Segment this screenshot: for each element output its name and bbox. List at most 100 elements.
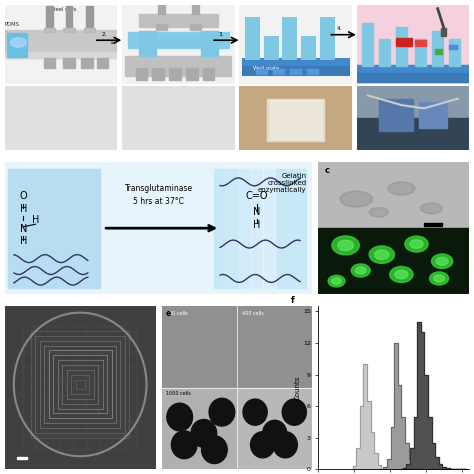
Text: H: H <box>32 215 39 225</box>
Bar <box>319 162 469 228</box>
Bar <box>282 17 297 60</box>
Bar <box>273 69 284 74</box>
Bar <box>237 306 312 388</box>
Circle shape <box>263 420 287 447</box>
Ellipse shape <box>10 38 26 47</box>
Text: N: N <box>253 207 261 217</box>
Bar <box>64 28 74 32</box>
Bar <box>307 69 318 74</box>
Bar <box>46 6 53 30</box>
Ellipse shape <box>372 209 386 216</box>
Bar <box>396 38 412 46</box>
Bar <box>263 169 275 288</box>
Bar <box>415 40 427 46</box>
Bar <box>97 58 109 68</box>
Bar <box>356 118 469 150</box>
Bar <box>449 45 457 49</box>
Bar <box>379 99 413 131</box>
Bar <box>44 58 55 68</box>
Circle shape <box>243 399 267 425</box>
Text: 1.: 1. <box>109 40 115 45</box>
Text: C=O: C=O <box>246 191 268 201</box>
Text: f: f <box>292 296 295 305</box>
Bar <box>201 31 218 56</box>
Text: N: N <box>19 224 27 234</box>
Bar <box>80 154 107 181</box>
Ellipse shape <box>374 250 389 259</box>
Bar <box>203 68 214 80</box>
Circle shape <box>251 432 275 458</box>
Bar <box>162 388 237 469</box>
Bar <box>17 457 27 459</box>
Bar <box>64 58 74 68</box>
Bar <box>301 36 316 60</box>
Bar <box>242 66 350 76</box>
Bar <box>126 56 231 76</box>
Ellipse shape <box>421 203 442 214</box>
Bar <box>190 24 201 30</box>
Circle shape <box>172 431 197 459</box>
Bar <box>73 189 99 216</box>
Ellipse shape <box>405 236 428 252</box>
Bar <box>192 5 199 14</box>
Bar <box>44 242 64 262</box>
Text: 4.: 4. <box>336 26 341 31</box>
Circle shape <box>167 403 192 431</box>
Text: H: H <box>253 220 261 230</box>
Bar <box>97 161 123 187</box>
Bar <box>128 32 229 48</box>
Bar <box>226 169 238 288</box>
Bar <box>156 24 167 30</box>
Circle shape <box>209 398 235 426</box>
Bar <box>8 169 100 288</box>
Ellipse shape <box>434 275 445 282</box>
Bar <box>139 14 218 27</box>
Text: H: H <box>19 204 27 214</box>
Circle shape <box>191 419 217 447</box>
Bar <box>61 225 81 245</box>
Bar <box>242 58 350 68</box>
Ellipse shape <box>332 278 341 284</box>
Bar <box>65 6 73 30</box>
Text: Gelatin
crosslinked
enzymatically: Gelatin crosslinked enzymatically <box>258 173 306 192</box>
Bar <box>319 228 469 294</box>
Bar <box>214 169 306 288</box>
Bar <box>86 6 93 30</box>
Ellipse shape <box>369 208 388 217</box>
Ellipse shape <box>390 266 413 283</box>
Text: H: H <box>19 236 27 246</box>
Bar <box>415 39 427 66</box>
Bar <box>84 28 95 32</box>
Ellipse shape <box>436 257 448 265</box>
Bar <box>7 33 27 57</box>
Ellipse shape <box>431 254 453 269</box>
Text: c: c <box>325 166 329 175</box>
Circle shape <box>282 399 306 425</box>
Bar <box>245 17 260 60</box>
Ellipse shape <box>338 240 354 251</box>
Bar <box>186 68 198 80</box>
Circle shape <box>273 432 297 458</box>
Bar <box>158 5 165 14</box>
Bar <box>238 169 251 288</box>
Text: 2.: 2. <box>102 32 107 37</box>
Text: 3.: 3. <box>219 32 224 37</box>
Ellipse shape <box>429 272 448 285</box>
Bar <box>441 28 446 36</box>
Bar <box>356 64 469 74</box>
Text: Well plate: Well plate <box>253 66 279 71</box>
Text: 1000 cells: 1000 cells <box>166 391 191 396</box>
Ellipse shape <box>423 205 440 212</box>
Ellipse shape <box>344 193 369 205</box>
Bar <box>162 306 237 388</box>
Bar <box>379 39 390 66</box>
Bar <box>21 223 41 243</box>
Bar <box>45 215 64 235</box>
Text: 100 cells: 100 cells <box>166 311 188 316</box>
Bar <box>22 246 42 265</box>
Bar <box>139 31 156 56</box>
Bar <box>44 28 55 32</box>
Bar <box>356 73 469 82</box>
Text: 400 cells: 400 cells <box>242 311 263 316</box>
Bar <box>237 388 312 469</box>
